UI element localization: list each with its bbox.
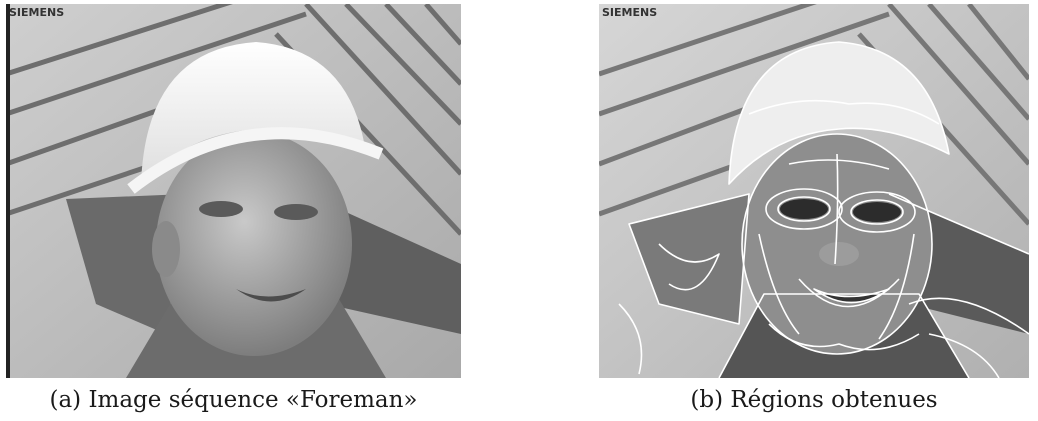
caption-b: (b) Régions obtenues <box>690 387 938 413</box>
foreman-frame-image: SIEMENS <box>6 4 461 378</box>
segmentation-regions-svg: SIEMENS <box>599 4 1029 378</box>
segmentation-regions-image: SIEMENS <box>599 4 1029 378</box>
foreman-frame-svg: SIEMENS <box>6 4 461 378</box>
caption-a: (a) Image séquence «Foreman» <box>49 387 418 413</box>
siemens-logo-b: SIEMENS <box>602 6 657 19</box>
siemens-logo-a: SIEMENS <box>9 6 64 19</box>
